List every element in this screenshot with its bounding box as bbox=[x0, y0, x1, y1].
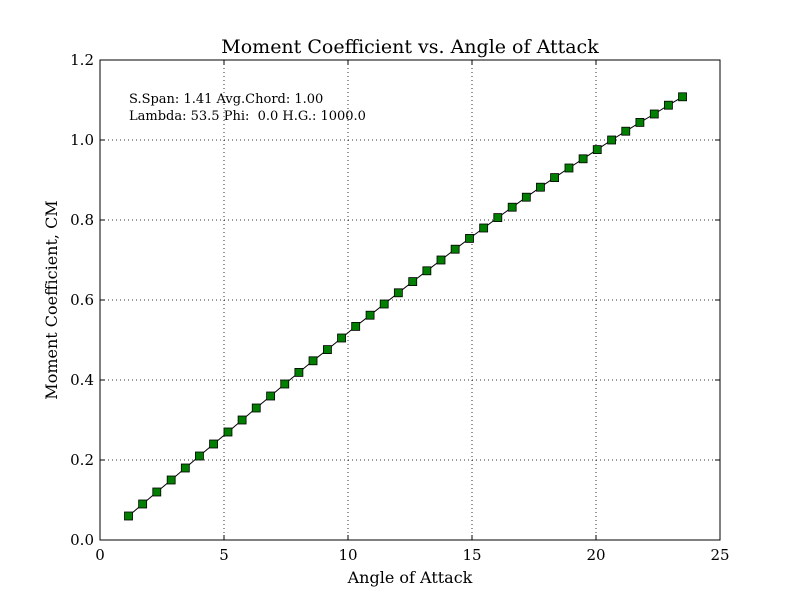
data-point bbox=[507, 202, 517, 212]
data-point bbox=[266, 391, 276, 401]
y-tick-label: 1.2 bbox=[70, 51, 94, 69]
x-tick-label: 20 bbox=[586, 546, 605, 564]
data-point bbox=[664, 100, 673, 110]
series-layer bbox=[124, 92, 687, 521]
data-point bbox=[152, 487, 162, 497]
data-point bbox=[635, 118, 645, 127]
annotation-line-2: Lambda: 53.5 Phi: 0.0 H.G.: 1000.0 bbox=[129, 109, 366, 124]
chart-title: Moment Coefficient vs. Angle of Attack bbox=[221, 36, 599, 58]
data-point bbox=[124, 511, 133, 521]
data-point bbox=[550, 173, 559, 183]
data-point bbox=[564, 163, 574, 173]
data-point bbox=[436, 255, 446, 265]
x-tick-label: 0 bbox=[95, 546, 105, 564]
data-point bbox=[578, 154, 588, 164]
data-point bbox=[294, 367, 304, 377]
data-point bbox=[138, 499, 148, 509]
y-tick-label: 0.4 bbox=[70, 371, 94, 389]
annotation-line-1: S.Span: 1.41 Avg.Chord: 1.00 bbox=[129, 92, 323, 107]
data-point bbox=[592, 145, 602, 155]
y-axis-label: Moment Coefficient, CM bbox=[42, 200, 61, 399]
data-point bbox=[180, 463, 190, 473]
x-axis-label: Angle of Attack bbox=[347, 568, 473, 587]
axis-ticks: 0 5 10 15 20 25 0.0 0.2 0.4 0.6 0.8 1.0 1.2 bbox=[70, 51, 729, 564]
data-point bbox=[237, 415, 247, 425]
x-tick-label: 25 bbox=[710, 546, 729, 564]
y-tick-label: 0.0 bbox=[70, 531, 94, 549]
y-tick-label: 0.8 bbox=[70, 211, 94, 229]
data-point bbox=[379, 299, 389, 309]
x-tick-label: 5 bbox=[219, 546, 229, 564]
data-point bbox=[649, 109, 659, 119]
data-point bbox=[365, 310, 375, 320]
data-point bbox=[195, 451, 204, 461]
data-point bbox=[280, 379, 290, 389]
y-tick-label: 0.6 bbox=[70, 291, 94, 309]
data-point bbox=[209, 439, 218, 449]
x-tick-label: 15 bbox=[462, 546, 481, 564]
data-point bbox=[607, 135, 617, 145]
data-point bbox=[308, 356, 318, 366]
data-point bbox=[450, 244, 460, 254]
data-point bbox=[323, 345, 332, 355]
data-point bbox=[493, 213, 503, 223]
data-point bbox=[351, 321, 361, 331]
data-point bbox=[166, 475, 176, 485]
data-point bbox=[393, 288, 403, 298]
y-tick-label: 0.2 bbox=[70, 451, 94, 469]
data-point bbox=[536, 182, 545, 192]
data-point bbox=[422, 266, 432, 276]
data-point bbox=[621, 126, 631, 136]
data-point bbox=[521, 192, 531, 202]
data-point bbox=[223, 427, 233, 437]
data-point bbox=[337, 333, 346, 343]
data-point bbox=[479, 223, 489, 233]
x-tick-label: 10 bbox=[338, 546, 357, 564]
series-line bbox=[128, 96, 683, 517]
data-point bbox=[408, 277, 418, 287]
data-point bbox=[678, 92, 687, 102]
y-tick-label: 1.0 bbox=[70, 131, 94, 149]
data-point bbox=[251, 403, 261, 413]
data-point bbox=[465, 233, 474, 243]
grid bbox=[100, 60, 720, 540]
